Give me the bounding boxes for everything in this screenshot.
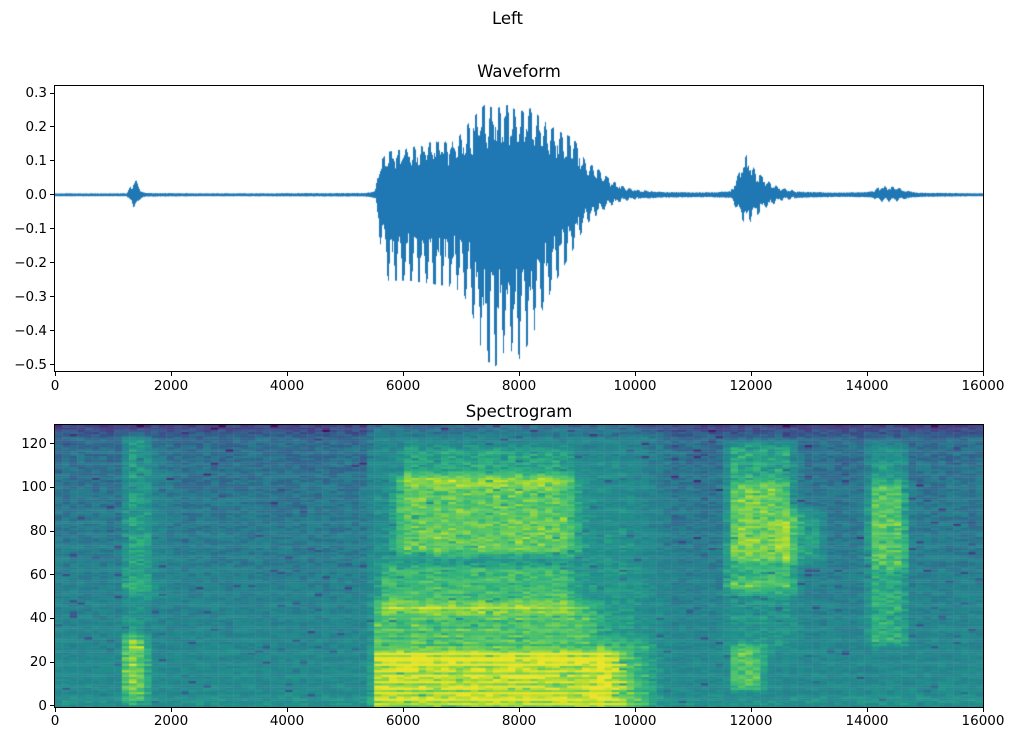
waveform-y-tick-label: 0.1 — [25, 152, 47, 169]
waveform-y-tick — [50, 92, 54, 94]
spectrogram-title: Spectrogram — [465, 402, 573, 421]
spectrogram-x-tick-label: 0 — [50, 713, 60, 729]
waveform-y-tick — [50, 296, 54, 298]
spectrogram-x-tick — [54, 708, 56, 712]
spectrogram-x-tick-label: 16000 — [961, 713, 1005, 729]
spectrogram-axes — [54, 424, 984, 708]
waveform-y-tick — [50, 364, 54, 366]
spectrogram-y-tick — [50, 574, 54, 576]
spectrogram-x-tick — [982, 708, 984, 712]
waveform-y-tick-label: 0.2 — [25, 118, 47, 135]
spectrogram-x-tick-label: 4000 — [269, 713, 305, 729]
waveform-x-tick — [402, 372, 404, 376]
spectrogram-y-tick-label: 120 — [21, 435, 47, 452]
waveform-y-tick — [50, 126, 54, 128]
waveform-x-tick-label: 6000 — [385, 378, 421, 394]
waveform-y-tick-label: −0.5 — [14, 356, 47, 373]
spectrogram-y-tick — [50, 486, 54, 488]
waveform-x-tick — [286, 372, 288, 376]
spectrogram-x-tick — [750, 708, 752, 712]
spectrogram-y-tick-label: 80 — [29, 523, 47, 540]
spectrogram-x-tick-label: 6000 — [385, 713, 421, 729]
spectrogram-y-tick — [50, 705, 54, 707]
spectrogram-y-tick-label: 100 — [21, 479, 47, 496]
spectrogram-x-tick — [634, 708, 636, 712]
spectrogram-x-tick-label: 12000 — [729, 713, 773, 729]
spectrogram-y-tick — [50, 530, 54, 532]
waveform-y-tick — [50, 160, 54, 162]
waveform-x-tick — [54, 372, 56, 376]
spectrogram-y-tick-label: 0 — [38, 697, 47, 714]
waveform-x-tick — [982, 372, 984, 376]
waveform-x-tick-label: 8000 — [501, 378, 537, 394]
waveform-x-tick-label: 14000 — [845, 378, 889, 394]
spectrogram-y-tick — [50, 661, 54, 663]
spectrogram-x-tick — [170, 708, 172, 712]
spectrogram-x-tick-label: 8000 — [501, 713, 537, 729]
waveform-y-tick — [50, 330, 54, 332]
spectrogram-y-tick-label: 40 — [29, 610, 47, 627]
waveform-x-tick — [866, 372, 868, 376]
spectrogram-x-tick-label: 10000 — [613, 713, 657, 729]
waveform-x-tick — [634, 372, 636, 376]
waveform-y-tick — [50, 194, 54, 196]
spectrogram-y-tick — [50, 617, 54, 619]
waveform-y-tick-label: −0.3 — [14, 288, 47, 305]
waveform-x-tick-label: 0 — [50, 378, 60, 394]
spectrogram-x-tick — [866, 708, 868, 712]
waveform-x-tick — [750, 372, 752, 376]
waveform-y-tick-label: −0.4 — [14, 322, 47, 339]
waveform-plot — [55, 86, 983, 371]
spectrogram-y-tick-label: 20 — [29, 654, 47, 671]
waveform-x-tick-label: 10000 — [613, 378, 657, 394]
spectrogram-x-tick-label: 2000 — [153, 713, 189, 729]
spectrogram-x-tick — [286, 708, 288, 712]
waveform-y-tick — [50, 262, 54, 264]
waveform-axes — [54, 85, 984, 372]
waveform-x-tick-label: 2000 — [153, 378, 189, 394]
waveform-y-tick — [50, 228, 54, 230]
waveform-x-tick-label: 4000 — [269, 378, 305, 394]
waveform-x-tick — [170, 372, 172, 376]
waveform-title: Waveform — [477, 62, 561, 81]
spectrogram-plot — [55, 425, 983, 707]
waveform-y-tick-label: −0.1 — [14, 220, 47, 237]
waveform-x-tick — [518, 372, 520, 376]
waveform-y-tick-label: 0.0 — [25, 186, 47, 203]
waveform-y-tick-label: −0.2 — [14, 254, 47, 271]
spectrogram-x-tick — [402, 708, 404, 712]
waveform-y-tick-label: 0.3 — [25, 85, 47, 101]
figure-suptitle: Left — [491, 9, 524, 28]
waveform-x-tick-label: 16000 — [961, 378, 1005, 394]
spectrogram-x-tick — [518, 708, 520, 712]
waveform-x-tick-label: 12000 — [729, 378, 773, 394]
spectrogram-y-tick-label: 60 — [29, 566, 47, 583]
spectrogram-x-tick-label: 14000 — [845, 713, 889, 729]
spectrogram-y-tick — [50, 443, 54, 445]
